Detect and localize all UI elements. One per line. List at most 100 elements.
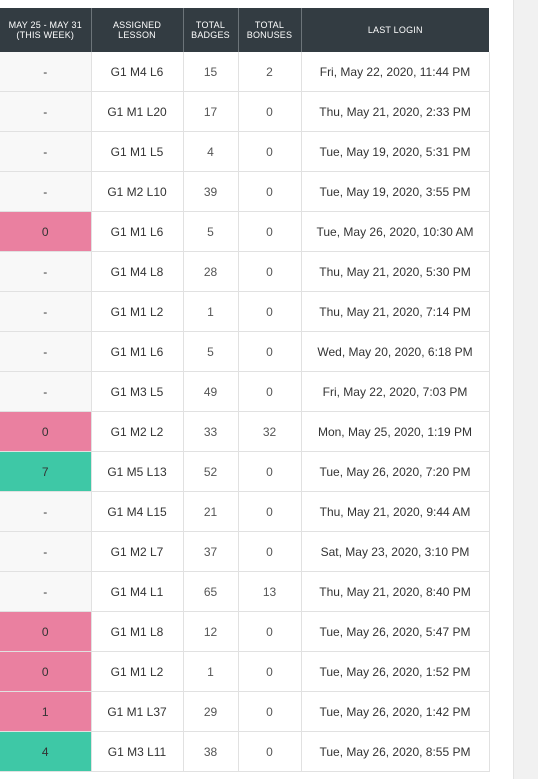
- header-total-badges[interactable]: TOTAL BADGES: [183, 8, 239, 52]
- cell-total-badges: 29: [183, 691, 239, 732]
- cell-total-bonuses: 0: [238, 491, 302, 532]
- table-row[interactable]: - G1 M4 L1 65 13 Thu, May 21, 2020, 8:40 PM: [0, 571, 490, 612]
- table-row[interactable]: 0 G1 M1 L8 12 0 Tue, May 26, 2020, 5:47 PM: [0, 611, 490, 652]
- cell-total-badges: 1: [183, 291, 239, 332]
- cell-assigned-lesson: G1 M2 L2: [91, 411, 184, 452]
- cell-total-badges: 17: [183, 91, 239, 132]
- cell-last-login: Tue, May 19, 2020, 5:31 PM: [301, 131, 490, 172]
- cell-total-bonuses: 0: [238, 91, 302, 132]
- cell-last-login: Thu, May 21, 2020, 9:44 AM: [301, 491, 490, 532]
- cell-total-bonuses: 0: [238, 131, 302, 172]
- table-row[interactable]: 4 G1 M3 L11 38 0 Tue, May 26, 2020, 8:55 PM: [0, 731, 490, 772]
- header-last-login[interactable]: LAST LOGIN: [301, 8, 489, 52]
- header-total-bonuses[interactable]: TOTAL BONUSES: [238, 8, 302, 52]
- table-row[interactable]: - G1 M1 L20 17 0 Thu, May 21, 2020, 2:33 PM: [0, 91, 490, 132]
- table-row[interactable]: - G1 M2 L10 39 0 Tue, May 19, 2020, 3:55 PM: [0, 171, 490, 212]
- header-assigned-lesson-line1: ASSIGNED: [112, 20, 162, 30]
- cell-total-badges: 4: [183, 131, 239, 172]
- table-body: - G1 M4 L6 15 2 Fri, May 22, 2020, 11:44 PM -…: [0, 52, 490, 772]
- cell-total-badges: 5: [183, 331, 239, 372]
- table-row[interactable]: 1 G1 M1 L37 29 0 Tue, May 26, 2020, 1:42 PM: [0, 691, 490, 732]
- table-row[interactable]: - G1 M4 L6 15 2 Fri, May 22, 2020, 11:44 PM: [0, 52, 490, 92]
- cell-total-bonuses: 0: [238, 371, 302, 412]
- header-assigned-lesson-line2: LESSON: [118, 30, 156, 40]
- cell-assigned-lesson: G1 M4 L8: [91, 251, 184, 292]
- cell-assigned-lesson: G1 M1 L5: [91, 131, 184, 172]
- cell-this-week: 0: [0, 211, 92, 252]
- cell-this-week: 7: [0, 451, 92, 492]
- table-row[interactable]: 0 G1 M1 L2 1 0 Tue, May 26, 2020, 1:52 PM: [0, 651, 490, 692]
- cell-this-week: -: [0, 571, 92, 612]
- cell-this-week: 1: [0, 691, 92, 732]
- table-top-strip-segment: [0, 0, 91, 8]
- cell-assigned-lesson: G1 M4 L1: [91, 571, 184, 612]
- cell-last-login: Tue, May 26, 2020, 1:42 PM: [301, 691, 490, 732]
- cell-total-badges: 21: [183, 491, 239, 532]
- cell-total-bonuses: 0: [238, 451, 302, 492]
- table-row[interactable]: - G1 M1 L2 1 0 Thu, May 21, 2020, 7:14 PM: [0, 291, 490, 332]
- table-row[interactable]: - G1 M3 L5 49 0 Fri, May 22, 2020, 7:03 PM: [0, 371, 490, 412]
- cell-total-bonuses: 0: [238, 171, 302, 212]
- cell-last-login: Tue, May 19, 2020, 3:55 PM: [301, 171, 490, 212]
- header-total-badges-line1: TOTAL: [195, 20, 226, 30]
- cell-this-week: -: [0, 531, 92, 572]
- cell-last-login: Thu, May 21, 2020, 5:30 PM: [301, 251, 490, 292]
- cell-last-login: Tue, May 26, 2020, 7:20 PM: [301, 451, 490, 492]
- table-row[interactable]: - G1 M1 L6 5 0 Wed, May 20, 2020, 6:18 PM: [0, 331, 490, 372]
- cell-total-badges: 5: [183, 211, 239, 252]
- table-header-row: MAY 25 - MAY 31 (THIS WEEK) ASSIGNED LES…: [0, 8, 489, 52]
- cell-total-badges: 33: [183, 411, 239, 452]
- cell-last-login: Tue, May 26, 2020, 5:47 PM: [301, 611, 490, 652]
- table-row[interactable]: - G1 M4 L8 28 0 Thu, May 21, 2020, 5:30 PM: [0, 251, 490, 292]
- table-row[interactable]: 7 G1 M5 L13 52 0 Tue, May 26, 2020, 7:20 PM: [0, 451, 490, 492]
- vertical-scrollbar[interactable]: [513, 0, 538, 779]
- cell-assigned-lesson: G1 M2 L10: [91, 171, 184, 212]
- cell-last-login: Mon, May 25, 2020, 1:19 PM: [301, 411, 490, 452]
- cell-this-week: 0: [0, 651, 92, 692]
- cell-this-week: -: [0, 331, 92, 372]
- cell-last-login: Thu, May 21, 2020, 7:14 PM: [301, 291, 490, 332]
- cell-last-login: Tue, May 26, 2020, 8:55 PM: [301, 731, 490, 772]
- cell-assigned-lesson: G1 M1 L37: [91, 691, 184, 732]
- cell-this-week: 0: [0, 411, 92, 452]
- student-progress-table: MAY 25 - MAY 31 (THIS WEEK) ASSIGNED LES…: [0, 8, 490, 772]
- cell-assigned-lesson: G1 M4 L6: [91, 52, 184, 92]
- cell-this-week: -: [0, 251, 92, 292]
- cell-this-week: 0: [0, 611, 92, 652]
- header-total-bonuses-line1: TOTAL: [254, 20, 285, 30]
- cell-total-badges: 49: [183, 371, 239, 412]
- cell-total-bonuses: 2: [238, 52, 302, 92]
- cell-this-week: -: [0, 171, 92, 212]
- cell-assigned-lesson: G1 M1 L6: [91, 331, 184, 372]
- table-row[interactable]: 0 G1 M2 L2 33 32 Mon, May 25, 2020, 1:19 PM: [0, 411, 490, 452]
- cell-this-week: -: [0, 371, 92, 412]
- cell-total-bonuses: 0: [238, 651, 302, 692]
- table-row[interactable]: 0 G1 M1 L6 5 0 Tue, May 26, 2020, 10:30 AM: [0, 211, 490, 252]
- cell-assigned-lesson: G1 M2 L7: [91, 531, 184, 572]
- cell-total-badges: 65: [183, 571, 239, 612]
- cell-total-badges: 38: [183, 731, 239, 772]
- cell-this-week: -: [0, 291, 92, 332]
- table-row[interactable]: - G1 M1 L5 4 0 Tue, May 19, 2020, 5:31 PM: [0, 131, 490, 172]
- cell-this-week: -: [0, 91, 92, 132]
- cell-this-week: 4: [0, 731, 92, 772]
- header-assigned-lesson[interactable]: ASSIGNED LESSON: [91, 8, 184, 52]
- cell-last-login: Fri, May 22, 2020, 11:44 PM: [301, 52, 490, 92]
- cell-last-login: Fri, May 22, 2020, 7:03 PM: [301, 371, 490, 412]
- cell-total-badges: 28: [183, 251, 239, 292]
- header-this-week[interactable]: MAY 25 - MAY 31 (THIS WEEK): [0, 8, 92, 52]
- table-row[interactable]: - G1 M2 L7 37 0 Sat, May 23, 2020, 3:10 PM: [0, 531, 490, 572]
- cell-assigned-lesson: G1 M5 L13: [91, 451, 184, 492]
- cell-total-badges: 37: [183, 531, 239, 572]
- cell-this-week: -: [0, 131, 92, 172]
- cell-total-badges: 1: [183, 651, 239, 692]
- header-total-badges-line2: BADGES: [191, 30, 230, 40]
- table-row[interactable]: - G1 M4 L15 21 0 Thu, May 21, 2020, 9:44 AM: [0, 491, 490, 532]
- cell-last-login: Tue, May 26, 2020, 1:52 PM: [301, 651, 490, 692]
- cell-total-bonuses: 0: [238, 251, 302, 292]
- cell-total-badges: 52: [183, 451, 239, 492]
- cell-assigned-lesson: G1 M3 L5: [91, 371, 184, 412]
- cell-total-bonuses: 0: [238, 211, 302, 252]
- header-last-login-label: LAST LOGIN: [367, 25, 423, 35]
